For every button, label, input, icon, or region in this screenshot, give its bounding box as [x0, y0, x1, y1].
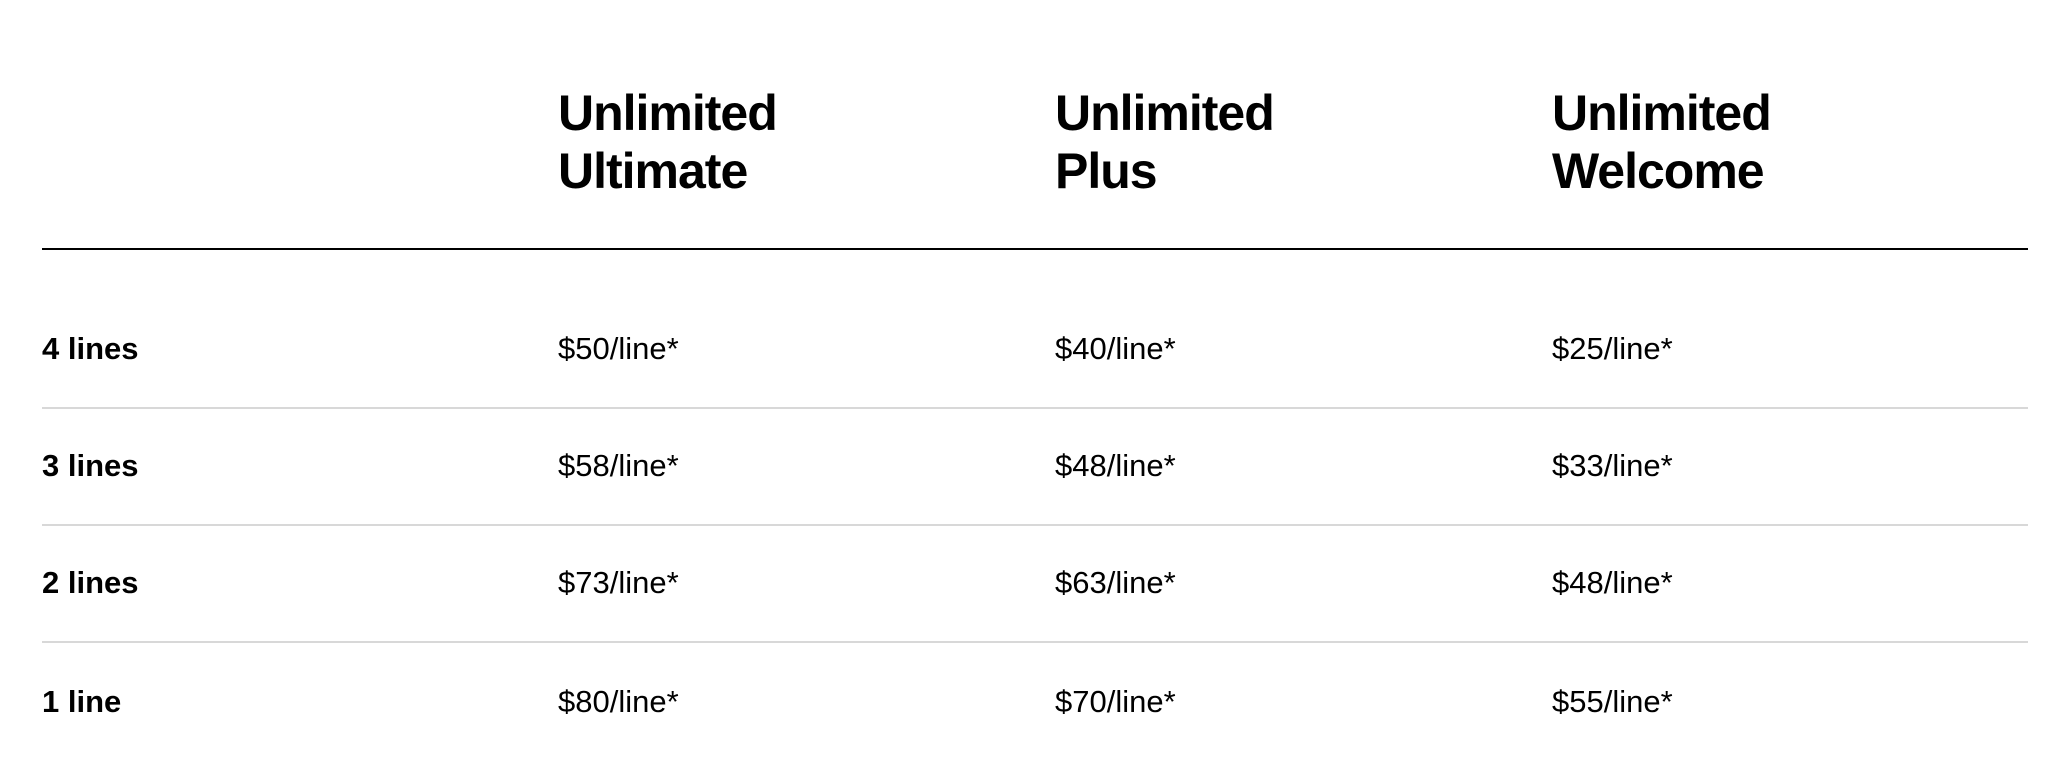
header-divider	[42, 248, 2028, 250]
row-label: 1 line	[42, 683, 122, 719]
price-cell: $48/line*	[1552, 564, 1673, 600]
table-row: 3 lines $58/line* $48/line* $33/line*	[42, 407, 2028, 526]
price-cell: $55/line*	[1552, 683, 1673, 719]
row-label: 4 lines	[42, 330, 139, 366]
plan-name-line2: Plus	[1055, 143, 1158, 199]
plan-name-line2: Welcome	[1552, 143, 1765, 199]
table-row: 4 lines $50/line* $40/line* $25/line*	[42, 290, 2028, 409]
price-cell: $40/line*	[1055, 330, 1176, 366]
price-cell: $25/line*	[1552, 330, 1673, 366]
price-cell: $63/line*	[1055, 564, 1176, 600]
plan-header-welcome: Unlimited Welcome	[1552, 84, 1772, 200]
plan-name-line2: Ultimate	[558, 143, 748, 199]
price-cell: $50/line*	[558, 330, 679, 366]
price-cell: $70/line*	[1055, 683, 1176, 719]
table-row: 1 line $80/line* $70/line* $55/line*	[42, 643, 2028, 760]
plan-header-plus: Unlimited Plus	[1055, 84, 1275, 200]
plan-name-line1: Unlimited	[558, 85, 778, 141]
price-cell: $48/line*	[1055, 447, 1176, 483]
price-cell: $80/line*	[558, 683, 679, 719]
price-cell: $33/line*	[1552, 447, 1673, 483]
price-cell: $58/line*	[558, 447, 679, 483]
table-row: 2 lines $73/line* $63/line* $48/line*	[42, 524, 2028, 643]
plan-name-line1: Unlimited	[1055, 85, 1275, 141]
row-label: 3 lines	[42, 447, 139, 483]
price-cell: $73/line*	[558, 564, 679, 600]
row-label: 2 lines	[42, 564, 139, 600]
plan-name-line1: Unlimited	[1552, 85, 1772, 141]
plan-header-ultimate: Unlimited Ultimate	[558, 84, 778, 200]
